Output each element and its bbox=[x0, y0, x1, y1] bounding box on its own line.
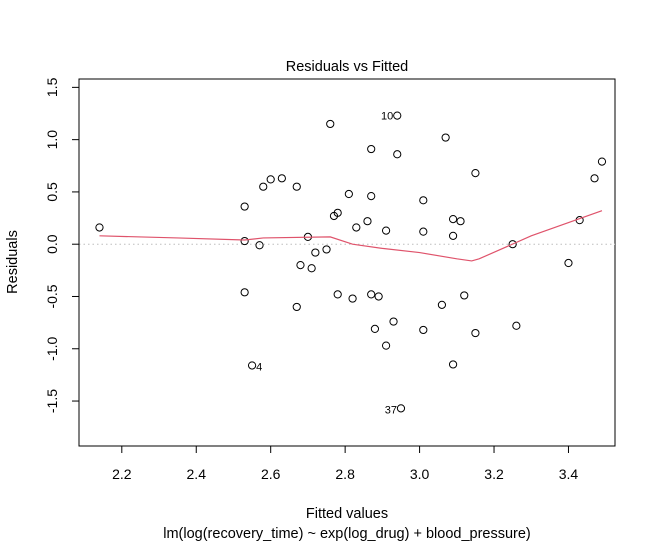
residual-point bbox=[396, 404, 406, 413]
residual-point bbox=[389, 317, 398, 326]
residual-point bbox=[240, 202, 249, 211]
y-tick-label: 1.0 bbox=[44, 130, 60, 150]
plot-layer: 2.2 2.4 2.6 2.8 3.0 3.2 3.4 -1.5 -1.0 -0.5 0.0 0.5 1… bbox=[44, 77, 615, 482]
residual-point bbox=[460, 291, 469, 300]
x-tick-label: 2.8 bbox=[335, 466, 355, 482]
residual-point bbox=[448, 215, 458, 224]
residual-point bbox=[255, 241, 264, 250]
y-tick-label: -1.5 bbox=[44, 389, 60, 413]
x-tick-label: 2.4 bbox=[187, 466, 207, 482]
residual-point bbox=[381, 341, 391, 350]
residual-point bbox=[296, 261, 305, 270]
x-tick-label: 3.4 bbox=[559, 466, 579, 482]
residual-point bbox=[277, 174, 286, 183]
residual-point bbox=[419, 227, 428, 236]
x-tick-label: 3.2 bbox=[484, 466, 504, 482]
residual-point bbox=[448, 360, 458, 369]
residual-point bbox=[348, 294, 357, 303]
residual-point bbox=[564, 258, 573, 268]
residual-point bbox=[322, 245, 331, 254]
residual-point bbox=[393, 111, 402, 120]
residual-point bbox=[95, 223, 104, 232]
residual-point bbox=[590, 174, 599, 183]
residual-point bbox=[292, 302, 301, 312]
smoothed-trend-line bbox=[99, 210, 603, 262]
x-tick-label: 2.6 bbox=[261, 466, 281, 482]
residual-point bbox=[419, 196, 428, 205]
residual-point bbox=[448, 231, 458, 240]
y-tick-label: 0.0 bbox=[44, 234, 60, 254]
residual-point bbox=[471, 328, 480, 338]
residual-point bbox=[259, 182, 268, 191]
residual-point bbox=[266, 175, 275, 184]
residual-point bbox=[367, 290, 376, 299]
residual-point bbox=[441, 133, 450, 142]
y-tick-label: -1.0 bbox=[44, 336, 60, 360]
residual-point bbox=[381, 226, 391, 235]
residual-point bbox=[419, 325, 428, 335]
residual-point bbox=[363, 217, 372, 226]
x-tick-label: 2.2 bbox=[112, 466, 132, 482]
outlier-label: 37 bbox=[385, 404, 397, 416]
residual-point bbox=[508, 240, 517, 249]
outlier-label: 10 bbox=[381, 111, 393, 123]
residual-point bbox=[367, 192, 376, 201]
residual-point bbox=[326, 119, 335, 129]
residual-point bbox=[247, 361, 257, 370]
residual-point bbox=[333, 208, 342, 217]
residual-point bbox=[393, 150, 402, 159]
y-tick-label: 1.5 bbox=[44, 77, 60, 97]
residual-point bbox=[240, 288, 249, 297]
plot-frame bbox=[78, 78, 616, 447]
residual-point bbox=[352, 223, 361, 232]
chart-subtitle: lm(log(recovery_time) ~ exp(log_drug) + … bbox=[163, 526, 531, 542]
residual-point bbox=[456, 217, 465, 226]
y-axis-label: Residuals bbox=[5, 230, 21, 294]
chart-title: Residuals vs Fitted bbox=[286, 59, 409, 75]
y-tick-label: -0.5 bbox=[44, 284, 60, 308]
residual-point bbox=[333, 290, 342, 299]
residual-point bbox=[344, 189, 353, 199]
residual-point bbox=[597, 157, 607, 166]
residual-point bbox=[311, 248, 320, 257]
residual-point bbox=[307, 264, 316, 273]
residual-point bbox=[374, 292, 383, 301]
residual-point bbox=[471, 169, 480, 178]
x-tick-label: 3.0 bbox=[410, 466, 430, 482]
residual-point bbox=[437, 300, 447, 309]
x-axis-label: Fitted values bbox=[306, 506, 388, 522]
y-tick-label: 0.5 bbox=[44, 182, 60, 202]
residual-point bbox=[367, 144, 376, 154]
outlier-label: 4 bbox=[256, 361, 262, 373]
residual-point bbox=[370, 324, 380, 333]
residual-point bbox=[512, 321, 521, 330]
residual-point bbox=[240, 236, 249, 246]
residual-point bbox=[292, 182, 301, 191]
